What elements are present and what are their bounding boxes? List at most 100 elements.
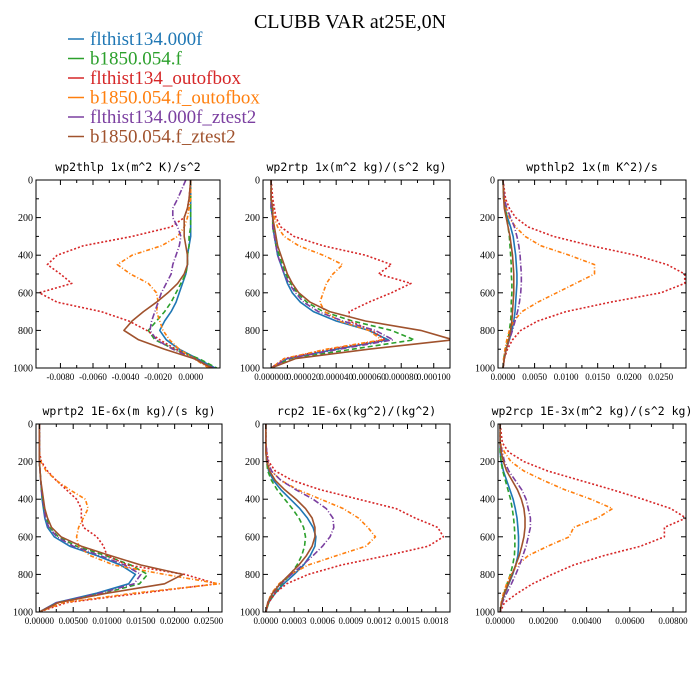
x-tick-label: 0.000020 [287, 372, 321, 382]
series-line-6 [265, 424, 316, 612]
series-line-4 [116, 180, 210, 368]
x-tick-label: -0.0020 [144, 372, 172, 382]
x-tick-label: 0.000100 [417, 372, 451, 382]
series-line-3 [38, 424, 218, 612]
y-tick-label: 200 [245, 457, 260, 468]
series-line-4 [38, 424, 221, 612]
series-line-2 [147, 180, 218, 368]
series-line-5 [265, 424, 335, 612]
x-tick-label: -0.0040 [112, 372, 140, 382]
y-tick-label: 1000 [13, 608, 33, 619]
x-tick-label: 0.00800 [658, 616, 688, 626]
x-tick-label: 0.0050 [522, 372, 547, 382]
x-tick-label: 0.00200 [529, 616, 559, 626]
y-tick-label: 600 [480, 532, 495, 543]
x-tick-label: 0.0000 [253, 616, 278, 626]
y-tick-label: 600 [18, 288, 33, 299]
legend: flthist134.000fb1850.054.fflthist134_out… [68, 29, 260, 148]
x-tick-label: 0.0250 [648, 372, 673, 382]
x-tick-label: 0.01500 [126, 616, 156, 626]
x-tick-label: 0.0009 [338, 616, 363, 626]
y-tick-label: 0 [490, 420, 495, 431]
y-tick-label: 400 [245, 251, 260, 262]
y-tick-label: 800 [245, 570, 260, 581]
series-line-2 [502, 180, 513, 368]
x-tick-label: 0.00000 [486, 616, 516, 626]
series-line-5 [149, 180, 214, 368]
x-tick-label: 0.0000 [178, 372, 203, 382]
x-tick-label: 0.00600 [615, 616, 645, 626]
y-tick-label: 600 [245, 288, 260, 299]
y-tick-label: 400 [245, 495, 260, 506]
y-tick-label: 200 [245, 213, 260, 224]
x-tick-label: 0.000040 [319, 372, 353, 382]
y-tick-label: 600 [245, 532, 260, 543]
y-tick-label: 400 [18, 251, 33, 262]
y-tick-label: 1000 [13, 364, 33, 375]
x-tick-label: 0.0200 [617, 372, 642, 382]
panel-title: wprtp2 1E-6x(m kg)/(s kg) [42, 404, 215, 418]
panel-title: wp2rtp 1x(m^2 kg)/(s^2 kg) [266, 160, 446, 174]
y-tick-label: 600 [18, 532, 33, 543]
x-tick-label: 0.02000 [160, 616, 190, 626]
panel-6: wp2rcp 1E-3x(m^2 kg)/(s^2 kg) 0 200 400 600 8… [475, 404, 692, 626]
x-tick-label: -0.0060 [79, 372, 107, 382]
x-tick-label: 0.0100 [554, 372, 579, 382]
x-tick-label: 0.0015 [395, 616, 420, 626]
series-line-3 [38, 180, 211, 368]
x-tick-label: 0.00500 [59, 616, 89, 626]
y-tick-label: 200 [18, 457, 33, 468]
y-tick-label: 1000 [475, 364, 495, 375]
series-line-2 [265, 424, 307, 612]
y-tick-label: 200 [18, 213, 33, 224]
series-line-3 [265, 424, 445, 612]
legend-label: flthist134_outofbox [90, 68, 241, 89]
x-tick-label: 0.01000 [92, 616, 122, 626]
x-tick-label: 0.000080 [384, 372, 418, 382]
series-line-3 [502, 180, 686, 368]
panel-frame [262, 179, 451, 369]
y-tick-label: 600 [480, 288, 495, 299]
x-tick-label: 0.000000 [254, 372, 288, 382]
x-tick-label: 0.0018 [423, 616, 448, 626]
series-line-6 [502, 180, 515, 368]
x-tick-label: 0.00400 [572, 616, 602, 626]
series-line-3 [499, 424, 686, 612]
y-tick-label: 0 [255, 176, 260, 187]
series-line-2 [499, 424, 516, 612]
legend-label: flthist134.000f_ztest2 [90, 107, 256, 128]
panel-5: rcp2 1E-6x(kg^2)/(kg^2) 0 200 400 600 800 1000… [240, 404, 451, 626]
x-tick-label: 0.0012 [367, 616, 392, 626]
y-tick-label: 800 [480, 326, 495, 337]
series-line-1 [38, 424, 137, 612]
series-line-6 [270, 180, 450, 368]
panel-title: wp2thlp 1x(m^2 K)/s^2 [55, 160, 200, 174]
series-line-2 [270, 180, 416, 368]
y-tick-label: 800 [245, 326, 260, 337]
y-tick-label: 800 [18, 570, 33, 581]
panel-title: wpthlp2 1x(m K^2)/s [526, 160, 658, 174]
legend-label: b1850.054.f_outofbox [90, 88, 260, 109]
series-line-5 [270, 180, 394, 368]
y-tick-label: 400 [18, 495, 33, 506]
panel-frame [497, 179, 687, 369]
x-tick-label: 0.00000 [25, 616, 55, 626]
x-tick-label: 0.02500 [194, 616, 224, 626]
y-tick-label: 0 [28, 420, 33, 431]
x-tick-label: 0.0003 [282, 616, 307, 626]
series-line-1 [265, 424, 317, 612]
legend-label: b1850.054.f_ztest2 [90, 127, 236, 148]
series-line-1 [270, 180, 390, 368]
y-tick-label: 200 [480, 213, 495, 224]
panel-2: wp2rtp 1x(m^2 kg)/(s^2 kg) 0 200 400 600 800 1… [240, 160, 451, 382]
series-line-5 [38, 424, 142, 612]
y-tick-label: 0 [28, 176, 33, 187]
series-line-5 [502, 180, 523, 368]
y-tick-label: 1000 [475, 608, 495, 619]
y-tick-label: 0 [255, 420, 260, 431]
x-tick-label: 0.0006 [310, 616, 335, 626]
series-line-3 [270, 180, 412, 368]
x-tick-label: 0.0000 [491, 372, 516, 382]
panel-frame [262, 423, 451, 613]
series-line-5 [499, 424, 532, 612]
